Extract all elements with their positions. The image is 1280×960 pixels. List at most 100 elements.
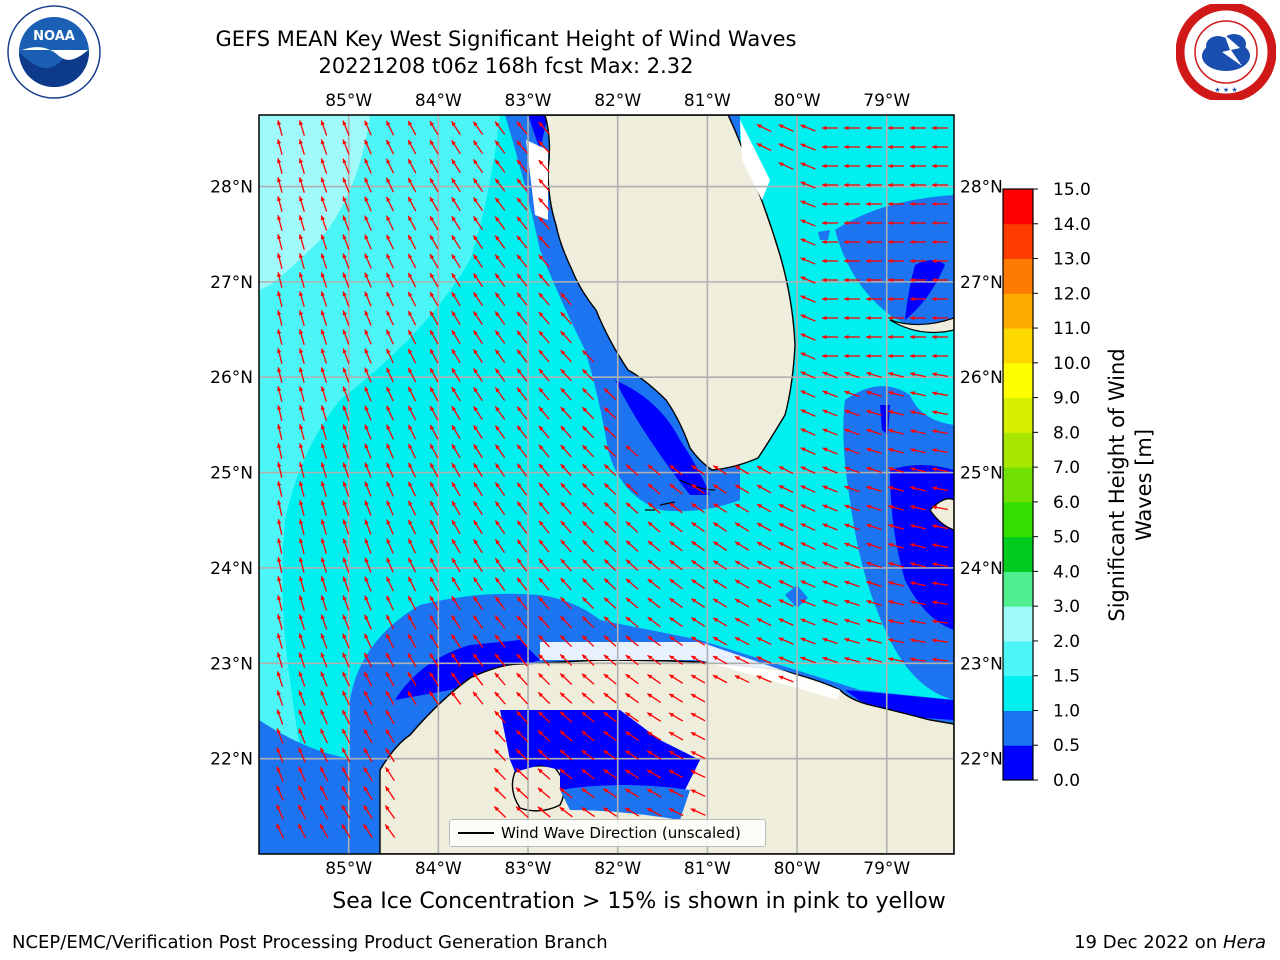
colorbar-segment	[1003, 640, 1033, 677]
wind-arrow	[385, 196, 395, 212]
lon-label-top: 82°W	[594, 91, 641, 111]
wind-arrow	[844, 353, 860, 359]
wind-arrow	[581, 787, 595, 799]
wind-arrow	[888, 258, 904, 264]
wind-arrow	[800, 162, 816, 170]
wind-arrow	[342, 481, 350, 497]
wind-arrow	[582, 501, 594, 515]
wind-arrow	[888, 466, 904, 473]
wind-arrow	[844, 466, 860, 474]
wind-arrow	[910, 296, 926, 302]
wind-arrow	[363, 766, 373, 782]
wind-arrow	[473, 367, 483, 383]
wind-arrow	[407, 291, 417, 307]
wind-arrow	[866, 182, 882, 188]
wind-arrow	[538, 197, 550, 211]
wind-arrow	[516, 691, 528, 705]
wind-arrow	[320, 576, 328, 592]
wind-arrow	[910, 486, 926, 492]
wind-arrow	[342, 462, 350, 478]
wind-arrow	[516, 577, 528, 591]
wind-arrow	[407, 481, 417, 497]
wind-arrow	[734, 655, 750, 665]
wind-arrow	[473, 576, 483, 592]
wind-arrow	[516, 330, 528, 344]
wind-arrow	[560, 292, 572, 306]
wind-arrow	[320, 367, 328, 383]
wind-arrow	[276, 652, 283, 668]
wind-arrow	[472, 121, 484, 135]
wind-arrow	[342, 348, 350, 364]
wind-arrow	[866, 239, 882, 245]
wind-arrow	[298, 291, 305, 307]
wind-arrow	[494, 463, 506, 477]
wind-arrow	[429, 386, 439, 402]
wind-arrow	[516, 558, 528, 572]
wind-arrow	[756, 579, 772, 589]
wind-arrow	[429, 367, 439, 383]
wind-arrow	[277, 595, 283, 611]
wind-arrow	[299, 538, 305, 554]
wind-arrow	[538, 482, 550, 496]
wind-arrow	[581, 749, 595, 761]
wind-arrow	[516, 482, 528, 496]
wind-arrow	[800, 200, 816, 208]
wind-arrow	[647, 578, 661, 590]
wind-arrow	[320, 196, 328, 212]
wind-arrow	[342, 215, 350, 231]
wind-arrow	[298, 728, 306, 744]
wind-arrow	[822, 315, 838, 321]
wind-arrow	[910, 638, 926, 643]
wind-arrow	[822, 163, 838, 169]
wind-arrow	[712, 636, 728, 646]
wind-arrow	[341, 728, 351, 744]
wind-arrow	[320, 671, 328, 687]
wind-arrow	[298, 158, 305, 174]
wind-arrow	[800, 523, 816, 531]
wind-arrow	[385, 652, 395, 668]
lat-label-right: 27°N	[960, 273, 1003, 293]
wind-arrow	[298, 386, 305, 402]
wind-arrow	[386, 253, 394, 269]
wind-arrow	[276, 139, 283, 155]
wind-arrow	[429, 310, 439, 326]
wind-arrow	[800, 637, 816, 645]
wind-arrow	[429, 405, 439, 421]
lat-label-left: 23°N	[210, 654, 253, 674]
wind-arrow	[320, 348, 328, 364]
wind-arrow	[734, 484, 750, 494]
wind-arrow	[538, 501, 550, 515]
wind-arrow	[494, 482, 506, 496]
wind-arrow	[277, 557, 283, 573]
wind-arrow	[363, 671, 373, 687]
wind-arrow	[472, 254, 484, 268]
wind-arrow	[538, 273, 550, 287]
wind-arrow	[581, 387, 595, 401]
wind-arrow	[537, 691, 551, 705]
wind-arrow	[385, 614, 395, 630]
wind-arrow	[560, 482, 572, 496]
wind-arrow	[734, 522, 750, 532]
wind-arrow	[603, 388, 617, 400]
colorbar-tick-label: 11.0	[1053, 319, 1091, 339]
wind-arrow	[559, 768, 573, 780]
wind-arrow	[646, 712, 662, 722]
wind-arrow	[560, 406, 572, 420]
wind-arrow	[407, 329, 417, 345]
wind-arrow	[473, 462, 483, 478]
map-frame	[258, 114, 955, 855]
wind-arrow	[494, 273, 506, 287]
wind-arrow	[625, 597, 639, 609]
wind-arrow	[559, 673, 573, 685]
wind-arrow	[407, 690, 417, 706]
wind-arrow	[363, 652, 373, 668]
wind-arrow	[822, 504, 838, 512]
wind-arrow	[822, 334, 838, 340]
wind-arrow	[625, 464, 639, 476]
wind-arrow	[451, 253, 461, 269]
wind-arrow	[429, 576, 439, 592]
wind-arrow	[844, 637, 860, 644]
lat-label-left: 24°N	[210, 559, 253, 579]
lon-label-bottom: 83°W	[505, 859, 552, 879]
colorbar-tick-label: 13.0	[1053, 250, 1091, 270]
